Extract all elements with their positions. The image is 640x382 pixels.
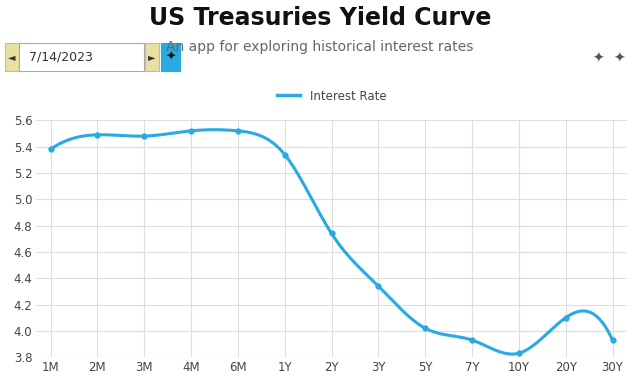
Text: ✦: ✦	[166, 50, 176, 63]
Text: ✦: ✦	[593, 52, 604, 65]
Text: ✦: ✦	[614, 52, 625, 65]
Text: 7/14/2023: 7/14/2023	[29, 50, 93, 63]
Text: US Treasuries Yield Curve: US Treasuries Yield Curve	[149, 6, 491, 30]
Text: ►: ►	[148, 52, 156, 62]
Legend: Interest Rate: Interest Rate	[272, 85, 391, 107]
Text: ◄: ◄	[8, 52, 16, 62]
Text: An app for exploring historical interest rates: An app for exploring historical interest…	[166, 40, 474, 54]
